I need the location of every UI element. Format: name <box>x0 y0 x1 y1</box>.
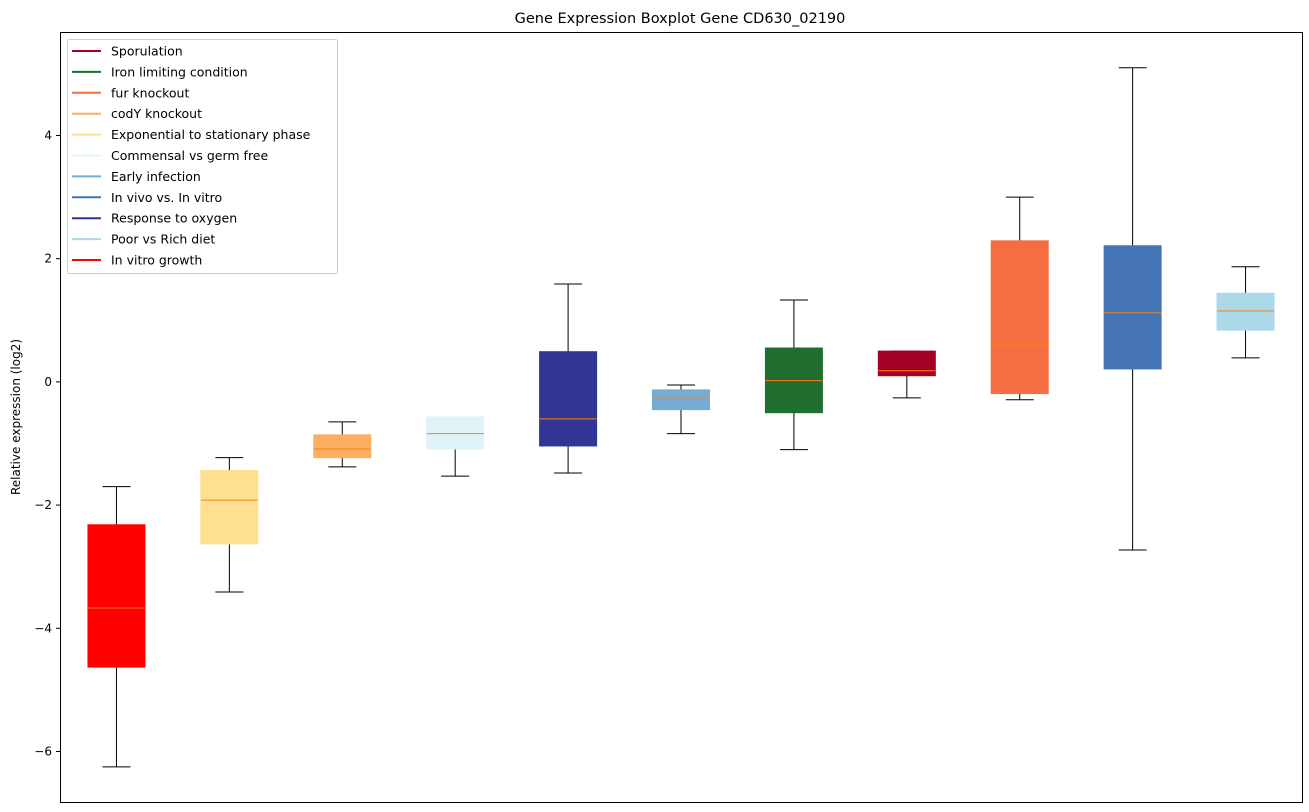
box-iqr <box>200 470 259 545</box>
legend-item: Response to oxygen <box>72 211 237 226</box>
box-response-to-oxygen <box>539 283 598 474</box>
y-tick-label: 0 <box>44 375 52 389</box>
box-iqr <box>426 416 485 450</box>
legend-label: Poor vs Rich diet <box>111 232 215 247</box>
legend-item: codY knockout <box>72 106 202 121</box>
legend-label: fur knockout <box>111 85 189 100</box>
box-commensal-vs-germ-free <box>426 416 485 477</box>
y-tick-label: −4 <box>34 621 52 635</box>
legend-item: Poor vs Rich diet <box>72 232 215 247</box>
box-in-vivo-vs-in-vitro <box>1103 67 1162 551</box>
box-fur-knockout <box>990 196 1049 401</box>
legend-label: Early infection <box>111 169 201 184</box>
legend-item: Sporulation <box>72 44 183 59</box>
legend-label: In vitro growth <box>111 253 202 268</box>
y-tick-label: −2 <box>34 498 52 512</box>
box-in-vitro-growth <box>87 486 146 768</box>
legend-label: In vivo vs. In vitro <box>111 190 222 205</box>
box-iqr <box>313 434 372 459</box>
box-iqr <box>652 389 710 411</box>
legend-frame <box>67 39 338 274</box>
box-iqr <box>1216 292 1275 331</box>
box-iqr <box>877 350 936 377</box>
plot-frame <box>60 32 1303 803</box>
chart-title: Gene Expression Boxplot Gene CD630_02190 <box>515 11 846 27</box>
legend-label: Commensal vs germ free <box>111 148 268 163</box>
legend-label: codY knockout <box>111 106 202 121</box>
legend-item: Exponential to stationary phase <box>72 127 311 142</box>
y-tick-label: −6 <box>34 744 52 758</box>
legend-item: In vitro growth <box>72 253 202 268</box>
legend-item: Commensal vs germ free <box>72 148 268 163</box>
box-exponential-to-stationary-phase <box>200 457 259 593</box>
y-axis-label: Relative expression (log2) <box>9 339 23 495</box>
boxes <box>87 67 1275 768</box>
box-poor-vs-rich-diet <box>1216 266 1275 359</box>
box-early-infection <box>652 384 710 435</box>
legend-item: fur knockout <box>72 85 189 100</box>
legend-item: In vivo vs. In vitro <box>72 190 222 205</box>
box-iqr <box>1103 245 1162 370</box>
legend-label: Sporulation <box>111 44 183 59</box>
legend-item: Iron limiting condition <box>72 64 248 79</box>
y-tick-label: 4 <box>44 128 52 142</box>
box-cody-knockout <box>313 421 372 468</box>
legend: Sporulation Iron limiting condition fur kn… <box>67 39 338 274</box>
box-iqr <box>990 240 1049 395</box>
box-iqr <box>87 524 146 668</box>
y-tick-label: 2 <box>44 252 52 266</box>
box-iron-limiting-condition <box>764 299 823 451</box>
legend-label: Response to oxygen <box>111 211 237 226</box>
box-sporulation <box>877 350 936 399</box>
box-iqr <box>539 351 598 447</box>
legend-item: Early infection <box>72 169 201 184</box>
legend-label: Exponential to stationary phase <box>111 127 311 142</box>
legend-label: Iron limiting condition <box>111 64 248 79</box>
y-axis: −6 −4 −2 0 2 4 <box>34 128 60 758</box>
